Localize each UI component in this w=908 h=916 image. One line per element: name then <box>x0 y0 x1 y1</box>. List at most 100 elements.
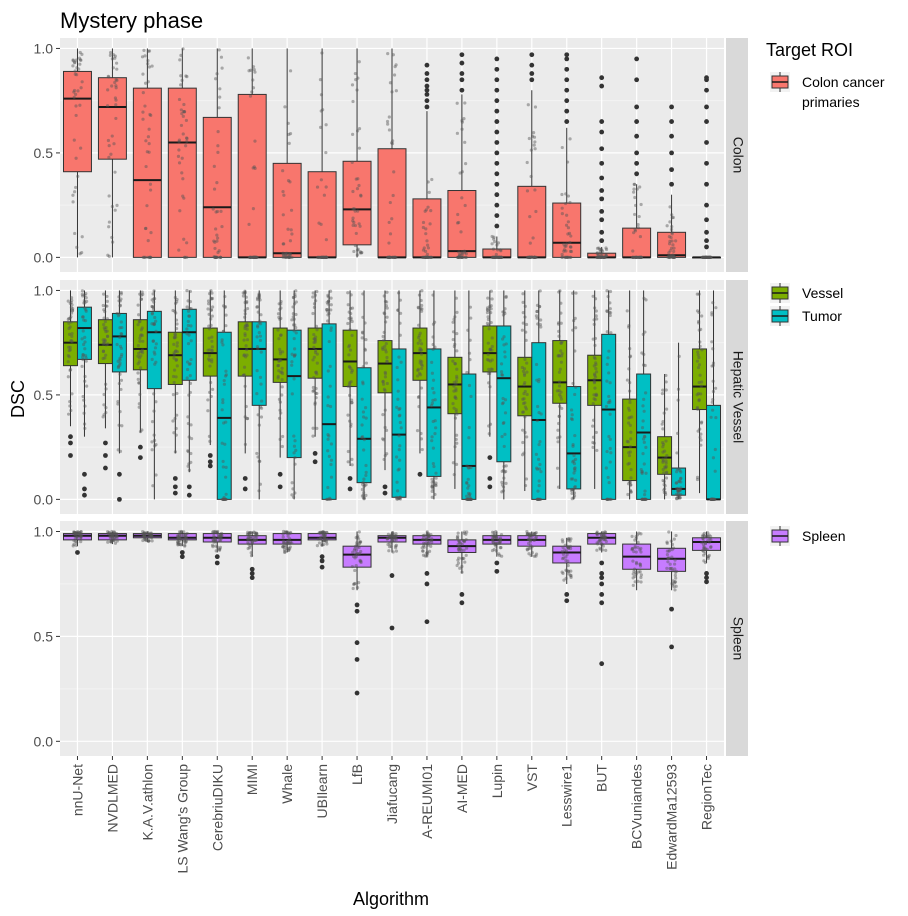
jitter-point <box>173 332 177 336</box>
jitter-point <box>638 255 642 259</box>
jitter-point <box>675 467 679 471</box>
jitter-point <box>83 379 87 383</box>
jitter-point <box>504 464 508 468</box>
jitter-point <box>256 455 260 459</box>
jitter-point <box>607 349 611 353</box>
jitter-point <box>535 466 539 470</box>
jitter-point <box>312 375 316 380</box>
jitter-point <box>177 538 182 543</box>
jitter-point <box>567 572 571 576</box>
jitter-point <box>217 535 221 539</box>
jitter-point <box>148 255 152 259</box>
jitter-point <box>643 330 647 334</box>
jitter-point <box>141 292 145 296</box>
jitter-point <box>668 205 672 209</box>
jitter-point <box>638 570 642 574</box>
jitter-point <box>536 497 541 501</box>
jitter-point <box>596 255 600 259</box>
jitter-point <box>149 113 153 117</box>
jitter-point <box>529 533 533 537</box>
box-body <box>692 348 708 411</box>
jitter-point <box>346 384 350 388</box>
jitter-point <box>427 190 431 194</box>
jitter-point <box>215 72 219 76</box>
jitter-point <box>280 444 284 449</box>
jitter-point <box>424 537 428 542</box>
box-a-reumi01 <box>412 62 442 259</box>
jitter-point <box>559 341 563 345</box>
jitter-point <box>432 464 436 469</box>
jitter-point <box>179 123 184 128</box>
jitter-point <box>494 544 498 548</box>
jitter-point <box>71 59 75 63</box>
jitter-point <box>319 255 323 259</box>
jitter-point <box>628 355 632 359</box>
jitter-point <box>146 539 150 543</box>
jitter-point <box>628 415 632 419</box>
jitter-point <box>172 342 176 346</box>
jitter-point <box>701 255 706 259</box>
jitter-point <box>535 309 539 314</box>
jitter-point <box>312 305 317 309</box>
jitter-point <box>74 539 78 544</box>
jitter-point <box>314 299 318 303</box>
jitter-point <box>465 497 469 501</box>
jitter-point <box>242 338 246 342</box>
jitter-point <box>602 535 607 539</box>
jitter-point <box>110 534 115 538</box>
jitter-point <box>433 320 437 324</box>
jitter-point <box>396 468 400 472</box>
jitter-point <box>609 331 613 335</box>
jitter-point <box>361 380 365 384</box>
jitter-point <box>312 302 317 306</box>
jitter-point <box>360 336 364 340</box>
jitter-point <box>251 255 255 259</box>
jitter-point <box>101 415 105 419</box>
jitter-point <box>287 255 291 259</box>
jitter-point <box>431 335 435 339</box>
jitter-point <box>527 136 531 141</box>
jitter-point <box>83 319 88 323</box>
jitter-point <box>597 539 601 544</box>
jitter-point <box>603 536 607 540</box>
jitter-point <box>665 549 670 553</box>
jitter-point <box>521 410 526 414</box>
jitter-point <box>560 354 564 358</box>
jitter-point <box>144 531 148 535</box>
jitter-point <box>429 533 433 537</box>
jitter-point <box>700 314 704 318</box>
jitter-point <box>115 203 119 207</box>
jitter-point <box>662 488 666 492</box>
jitter-point <box>504 295 508 299</box>
jitter-point <box>294 331 298 335</box>
jitter-point <box>152 350 156 354</box>
jitter-point <box>185 139 189 144</box>
jitter-point <box>430 371 434 375</box>
jitter-point <box>604 466 608 470</box>
jitter-point <box>293 456 297 460</box>
jitter-point <box>223 442 227 446</box>
jitter-point <box>640 497 644 501</box>
jitter-point <box>221 398 225 402</box>
jitter-point <box>357 530 361 534</box>
jitter-point <box>150 420 155 424</box>
jitter-point <box>319 178 323 182</box>
jitter-point <box>70 334 74 338</box>
jitter-point <box>460 170 464 174</box>
jitter-point <box>488 371 492 376</box>
jitter-point <box>150 311 155 315</box>
outlier-point <box>494 171 500 177</box>
jitter-point <box>254 532 258 536</box>
jitter-point <box>419 298 423 303</box>
jitter-point <box>106 334 110 339</box>
jitter-point <box>469 316 473 320</box>
jitter-point <box>679 476 683 480</box>
jitter-point <box>713 497 717 501</box>
jitter-point <box>563 548 567 552</box>
jitter-point <box>115 534 119 538</box>
jitter-point <box>487 367 491 371</box>
jitter-point <box>421 537 425 541</box>
jitter-point <box>72 530 76 534</box>
jitter-point <box>329 462 333 467</box>
jitter-point <box>257 423 261 427</box>
